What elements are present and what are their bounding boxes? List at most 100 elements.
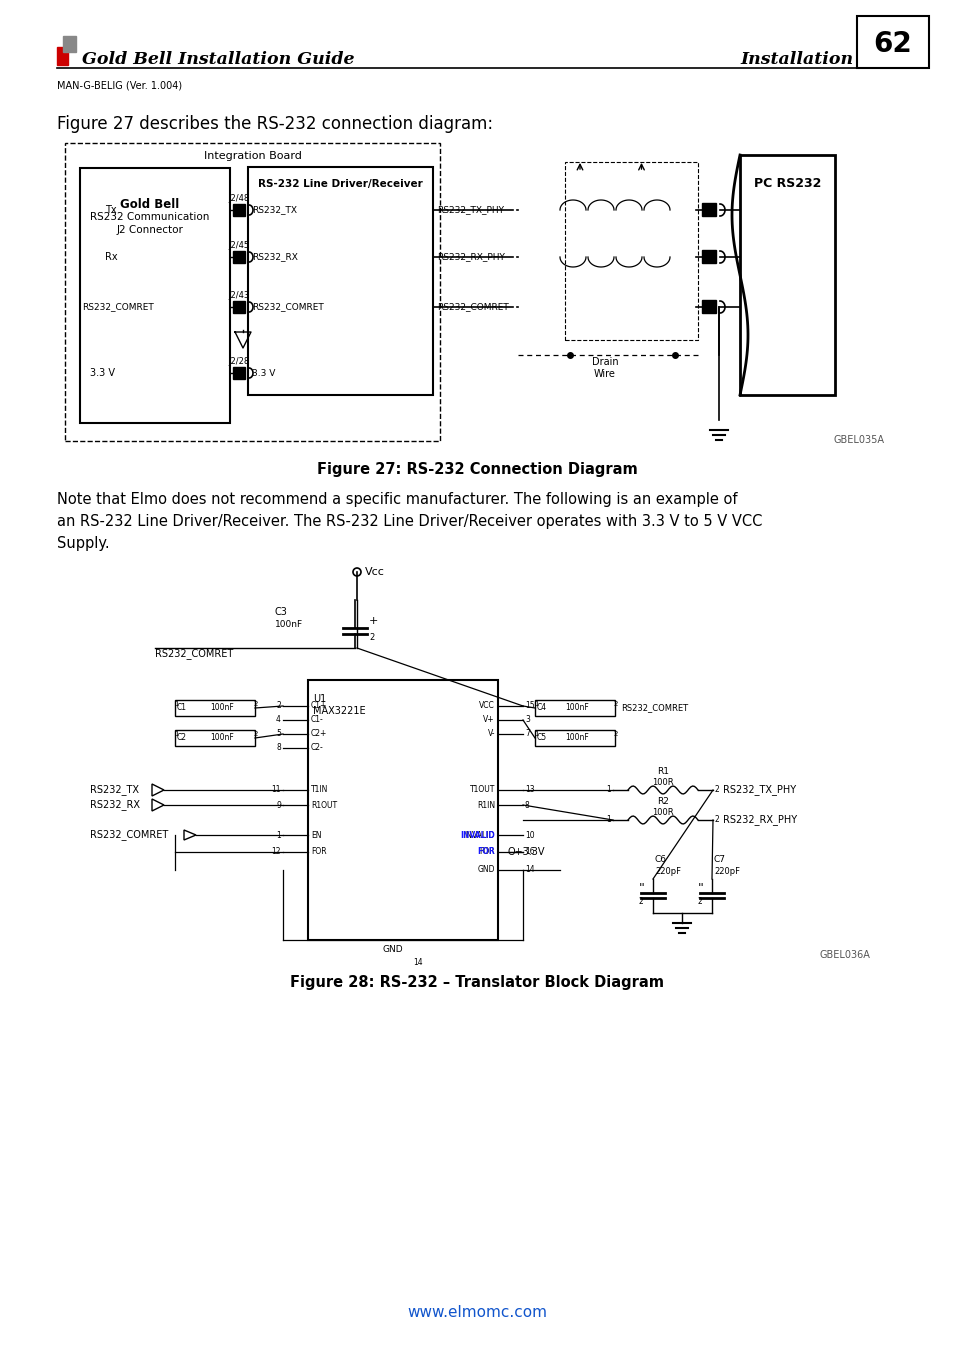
Text: 100nF: 100nF [274,620,303,629]
Text: 2: 2 [253,730,258,737]
Bar [701,300,716,313]
Text: RS232_RX_PHY: RS232_RX_PHY [722,814,797,825]
Text: T1OUT: T1OUT [469,786,495,795]
Text: 7: 7 [524,729,529,738]
Text: MAN-G-BELIG (Ver. 1.004): MAN-G-BELIG (Ver. 1.004) [57,80,182,90]
Text: Drain: Drain [591,356,618,367]
Text: C2+: C2+ [311,729,327,738]
Text: ": " [698,883,703,895]
Text: RS232_RX_PHY: RS232_RX_PHY [436,252,504,262]
Text: 2: 2 [698,898,702,906]
Text: 8: 8 [524,801,529,810]
Text: EN: EN [311,830,321,840]
Text: RS232_TX: RS232_TX [252,205,296,215]
Bar [248,167,433,396]
Text: Tx: Tx [105,205,116,215]
Bar [701,202,716,216]
Text: RS232_COMRET: RS232_COMRET [154,648,233,659]
Text: T1IN: T1IN [311,786,328,795]
Text: 5: 5 [275,729,281,738]
Text: +: + [369,616,378,626]
Text: 8: 8 [276,744,281,752]
Text: 3: 3 [524,716,529,725]
Text: VCC: VCC [478,702,495,710]
Text: Figure 27: RS-232 Connection Diagram: Figure 27: RS-232 Connection Diagram [316,462,637,477]
Text: 14: 14 [413,958,422,967]
Text: 1: 1 [276,830,281,840]
Text: 1: 1 [605,815,610,825]
Bar [65,143,439,441]
Text: 2: 2 [714,786,719,795]
Bar [564,162,698,340]
Bar [308,680,497,940]
Text: C7: C7 [713,855,725,864]
Bar [856,16,928,68]
Text: 1: 1 [534,730,537,737]
Bar [701,250,716,263]
Text: FOR: FOR [478,848,495,856]
Text: FOR: FOR [311,848,326,856]
Text: 2: 2 [614,701,618,707]
Text: O+3.3V: O+3.3V [507,846,545,857]
Text: RS232_TX_PHY: RS232_TX_PHY [722,784,796,795]
Text: ": " [639,883,644,895]
Bar [80,167,230,423]
Text: 62: 62 [873,30,911,58]
Text: V+: V+ [483,716,495,725]
Text: FOR: FOR [476,848,495,856]
Text: Wire: Wire [594,369,616,379]
Text: RS232_COMRET: RS232_COMRET [90,829,168,841]
Text: Supply.: Supply. [57,536,110,551]
Text: GND: GND [477,865,495,875]
Text: RS232_RX: RS232_RX [252,252,297,262]
Text: RS232_RX: RS232_RX [90,799,140,810]
Text: Integration Board: Integration Board [203,151,301,161]
Text: 16: 16 [524,848,534,856]
Text: 1: 1 [173,730,178,737]
Text: 2: 2 [276,702,281,710]
Bar [233,301,245,313]
Text: 12: 12 [272,848,281,856]
Text: C6: C6 [655,855,666,864]
Text: 2: 2 [253,701,258,707]
Text: Gold Bell Installation Guide: Gold Bell Installation Guide [82,51,355,69]
Text: RS232_COMRET: RS232_COMRET [436,302,508,312]
Text: C3: C3 [274,608,288,617]
Text: an RS-232 Line Driver/Receiver. The RS-232 Line Driver/Receiver operates with 3.: an RS-232 Line Driver/Receiver. The RS-2… [57,514,761,529]
Text: 11: 11 [272,786,281,795]
Text: RS232_TX_PHY: RS232_TX_PHY [436,205,503,215]
Bar [535,730,615,747]
Text: RS232_COMRET: RS232_COMRET [82,302,153,312]
Text: Rx: Rx [105,252,117,262]
Text: INVALID: INVALID [459,830,495,840]
Bar [233,251,245,263]
Text: R1: R1 [657,767,668,776]
Bar [174,701,254,716]
Text: R1IN: R1IN [476,801,495,810]
Text: 1: 1 [173,701,178,707]
Text: J2/45: J2/45 [228,242,250,250]
Text: 100nF: 100nF [564,703,588,713]
Text: Figure 27 describes the RS-232 connection diagram:: Figure 27 describes the RS-232 connectio… [57,115,493,134]
Text: Vcc: Vcc [365,567,384,576]
Text: www.elmomc.com: www.elmomc.com [407,1305,546,1320]
Text: 100R: 100R [652,778,673,787]
Text: RS232_TX: RS232_TX [90,784,139,795]
Text: 15: 15 [524,702,534,710]
Text: MAX3221E: MAX3221E [313,706,365,716]
Text: J2/43: J2/43 [228,292,250,300]
Text: 3.3 V: 3.3 V [90,369,115,378]
Text: 220pF: 220pF [655,867,680,876]
Text: 1: 1 [605,786,610,795]
Text: GBEL036A: GBEL036A [819,950,869,960]
Text: R2: R2 [657,796,668,806]
Text: 2: 2 [614,730,618,737]
Text: C4: C4 [537,703,547,713]
Text: C5: C5 [537,733,547,743]
Text: 9: 9 [275,801,281,810]
Text: 2: 2 [714,815,719,825]
Text: C2-: C2- [311,744,323,752]
Text: 10: 10 [524,830,534,840]
Text: U1: U1 [313,694,326,703]
Text: GBEL035A: GBEL035A [833,435,884,446]
